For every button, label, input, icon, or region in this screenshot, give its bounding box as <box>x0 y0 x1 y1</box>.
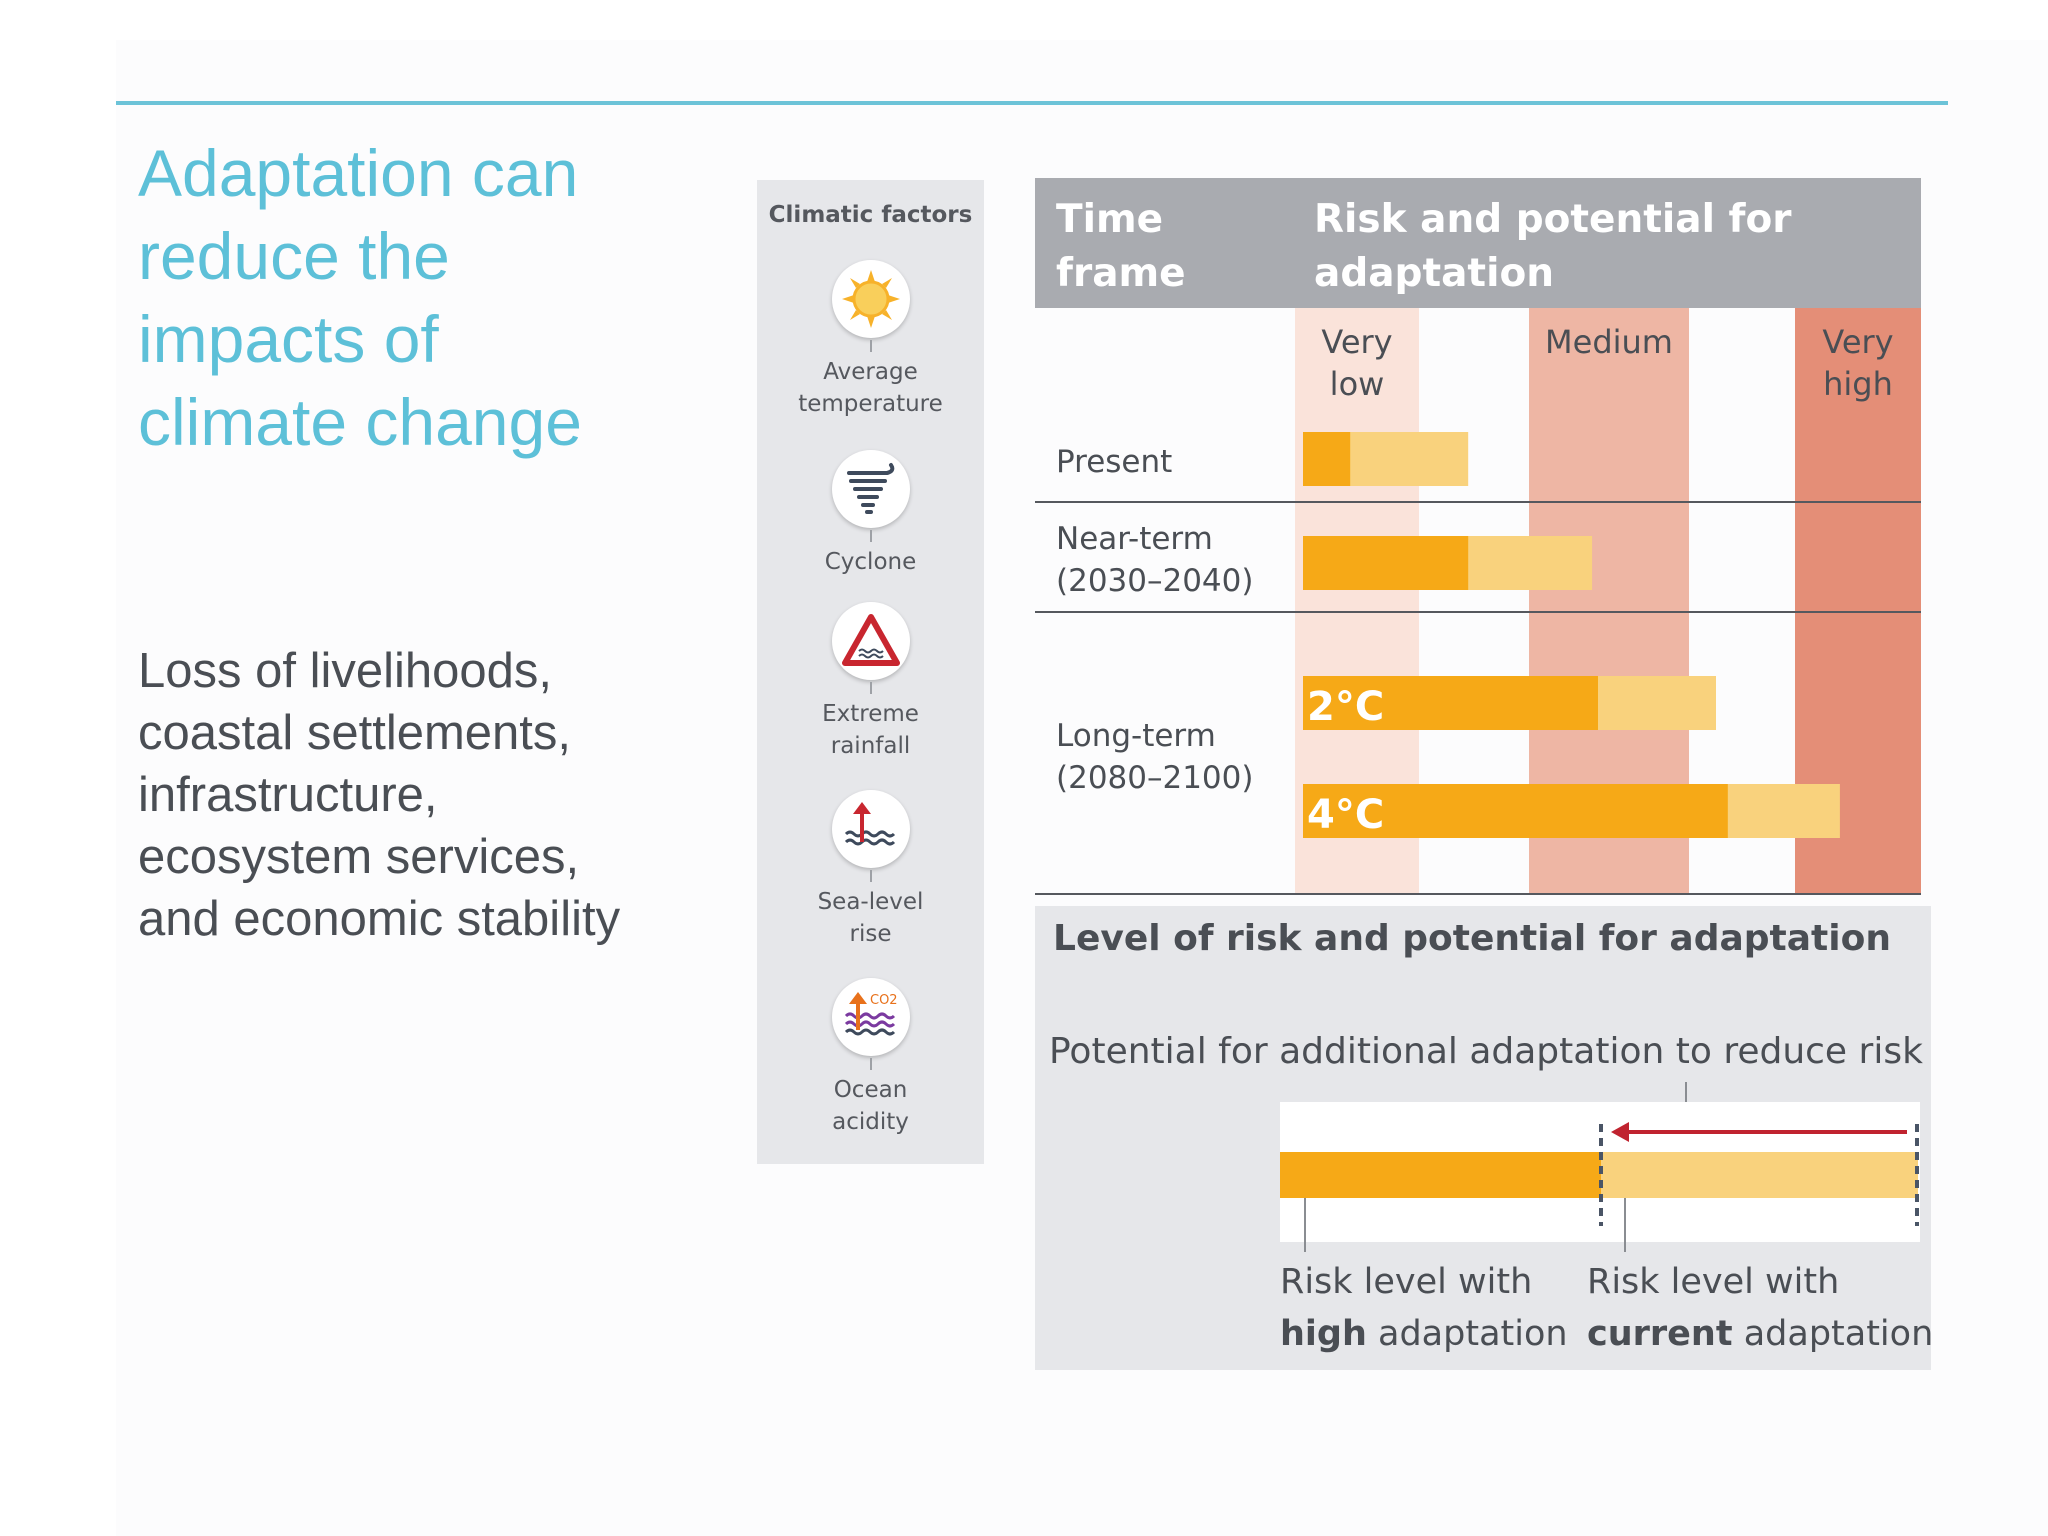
factor-connector <box>869 870 872 882</box>
factor-label: rainfall <box>830 733 911 759</box>
factor-connector <box>869 682 872 694</box>
factor-label: rise <box>849 921 892 947</box>
scale-label-very-high: high <box>1823 365 1893 403</box>
row-label-near-term: (2030–2040) <box>1056 563 1253 599</box>
impacts-line: Loss of livelihoods, <box>138 644 553 698</box>
factor-connector <box>869 1058 872 1070</box>
header-risk: Risk and potential for <box>1314 197 1792 242</box>
legend-caption-line: Risk level with <box>1587 1262 1840 1302</box>
title-line: climate change <box>138 385 582 459</box>
factor-connector <box>869 530 872 542</box>
bar-long-term-4c-high-adaptation <box>1303 784 1728 838</box>
scale-label-medium: Medium <box>1545 323 1673 361</box>
climatic-factors-title: Climatic factors <box>768 202 973 228</box>
legend-caption-bold: high <box>1280 1314 1367 1354</box>
factor-connector <box>869 340 872 352</box>
legend-caption-high: Risk level with high adaptation <box>1280 1256 1568 1360</box>
legend-panel: Level of risk and potential for adaptati… <box>1035 906 1933 1370</box>
legend-subtitle: Potential for additional adaptation to r… <box>1049 1031 1923 1072</box>
ocean-acid-icon: CO2 <box>831 978 910 1056</box>
impacts-line: coastal settlements, <box>138 706 572 760</box>
legend-caption-line: Risk level with <box>1280 1262 1533 1302</box>
climatic-factors-panel: Climatic factors Average temperature <box>757 180 984 1164</box>
factor-average-temperature: Average temperature <box>757 260 984 420</box>
bar-tag-4c: 4°C <box>1307 792 1384 838</box>
legend-bar-current-adaptation <box>1601 1152 1918 1198</box>
title-line: impacts of <box>138 302 439 376</box>
factor-label: Average <box>823 359 918 385</box>
factor-label: Cyclone <box>824 549 917 575</box>
factor-ocean-acidity: CO2 Ocean acidity <box>757 978 984 1138</box>
factor-cyclone: Cyclone <box>757 450 984 578</box>
impacts-line: and economic stability <box>138 892 621 946</box>
row-label-near-term: Near-term <box>1056 521 1213 557</box>
header-risk: adaptation <box>1314 251 1554 296</box>
factor-label: Ocean <box>833 1077 908 1103</box>
title-line: reduce the <box>138 219 450 293</box>
title-line: Adaptation can <box>138 136 579 210</box>
header-time-frame: Time <box>1056 197 1163 242</box>
legend-diagram <box>1280 1082 1920 1252</box>
bar-long-term-2c-high-adaptation <box>1303 676 1598 730</box>
legend-caption-current: Risk level with current adaptation <box>1587 1256 1933 1360</box>
factor-label: acidity <box>832 1109 909 1135</box>
cyclone-icon <box>831 450 910 528</box>
impacts-text: Loss of livelihoods, coastal settlements… <box>138 640 758 950</box>
legend-caption-rest: adaptation <box>1732 1314 1934 1354</box>
scale-label-very-low: Very <box>1321 323 1392 361</box>
co2-label: CO2 <box>870 993 898 1008</box>
sea-level-icon <box>831 790 910 868</box>
legend-caption-rest: adaptation <box>1366 1314 1568 1354</box>
impacts-line: ecosystem services, <box>138 830 580 884</box>
rain-warning-icon <box>831 602 910 680</box>
slide-title: Adaptation can reduce the impacts of cli… <box>138 132 658 464</box>
legend-title: Level of risk and potential for adaptati… <box>1053 918 1891 959</box>
factor-sea-level-rise: Sea-level rise <box>757 790 984 950</box>
row-label-present: Present <box>1056 444 1172 480</box>
factor-label: Sea-level <box>817 889 924 915</box>
sun-icon <box>831 260 910 338</box>
arrow-left-icon <box>1611 1122 1629 1142</box>
bar-tag-2c: 2°C <box>1307 684 1384 730</box>
row-label-long-term: (2080–2100) <box>1056 760 1253 796</box>
chart-header-bg <box>1035 178 1921 308</box>
row-label-long-term: Long-term <box>1056 718 1216 754</box>
header-time-frame: frame <box>1056 251 1186 296</box>
factor-extreme-rainfall: Extreme rainfall <box>757 602 984 762</box>
factor-label: Extreme <box>822 701 919 727</box>
legend-caption-bold: current <box>1587 1314 1733 1354</box>
factor-label: temperature <box>798 391 943 417</box>
top-rule <box>116 101 1948 105</box>
scale-label-very-low: low <box>1330 365 1385 403</box>
bar-present-high-adaptation <box>1303 432 1351 486</box>
legend-bar-high-adaptation <box>1280 1152 1601 1198</box>
bar-near-term-high-adaptation <box>1303 536 1469 590</box>
impacts-line: infrastructure, <box>138 768 438 822</box>
scale-label-very-high: Very <box>1822 323 1893 361</box>
